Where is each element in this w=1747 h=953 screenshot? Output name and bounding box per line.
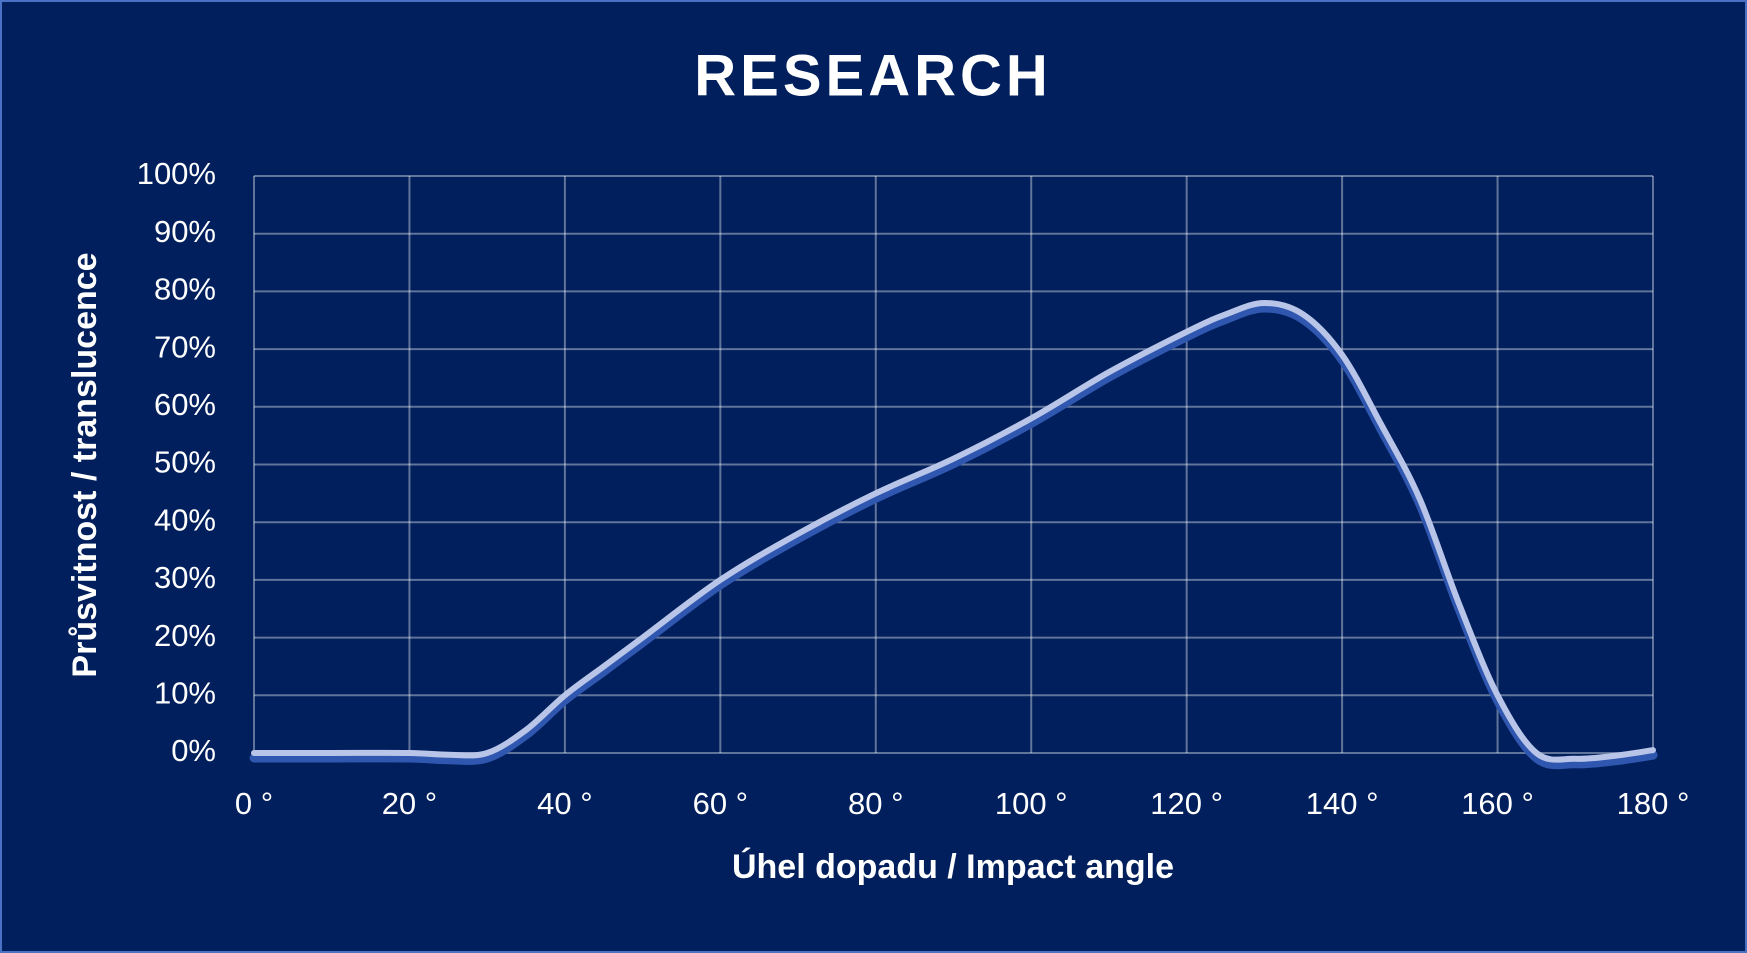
y-tick-label: 60% [154,387,216,422]
y-tick-label: 50% [154,445,216,480]
y-tick-label: 10% [154,675,216,710]
x-tick-label: 40 ° [537,786,593,821]
y-tick-label: 100% [137,156,216,191]
x-tick-label: 160 ° [1461,786,1534,821]
x-axis-title: Úhel dopadu / Impact angle [732,848,1174,886]
x-tick-label: 0 ° [235,786,273,821]
x-tick-label: 60 ° [693,786,749,821]
x-tick-label: 140 ° [1306,786,1379,821]
x-tick-label: 80 ° [848,786,904,821]
x-tick-label: 100 ° [995,786,1068,821]
line [251,299,1656,763]
y-tick-label: 30% [154,560,216,595]
y-tick-label: 90% [154,214,216,249]
y-tick-label: 70% [154,329,216,364]
y-tick-label: 0% [171,733,216,768]
y-tick-label: 80% [154,272,216,307]
x-tick-label: 120 ° [1150,786,1223,821]
y-axis-title: Průsvitnost / translucence [66,252,104,677]
x-tick-label: 180 ° [1617,786,1690,821]
chart-title: RESEARCH [694,43,1052,108]
y-tick-label: 40% [154,502,216,537]
x-tick-label: 20 ° [382,786,438,821]
y-tick-label: 20% [154,618,216,653]
